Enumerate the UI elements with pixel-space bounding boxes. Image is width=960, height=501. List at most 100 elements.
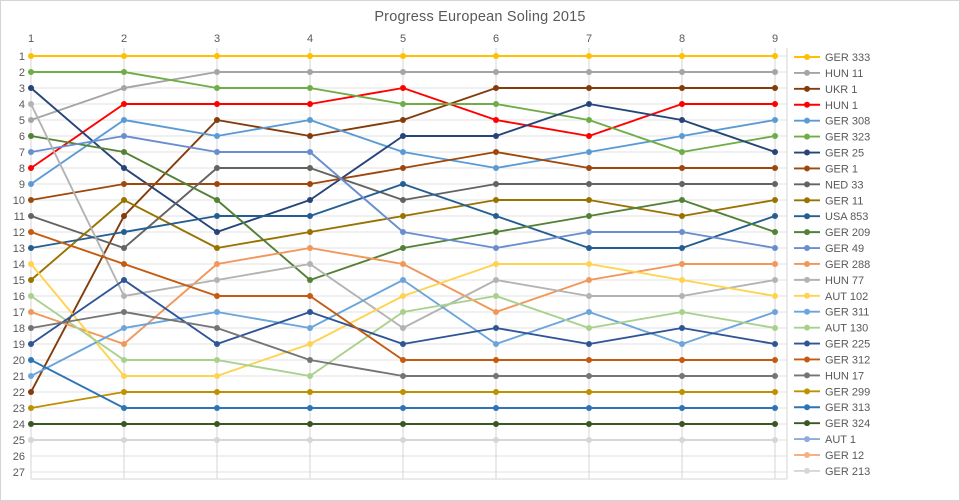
y-axis-tick-label: 11 (14, 211, 25, 223)
series-marker-ger-308 (772, 117, 778, 123)
series-marker-ger-225 (28, 341, 34, 347)
y-axis-tick-label: 15 (13, 275, 25, 287)
series-marker-ger-209 (493, 229, 499, 235)
legend-label-ger-1: GER 1 (825, 163, 858, 175)
series-marker-ger-1 (493, 149, 499, 155)
y-axis-tick-label: 26 (13, 451, 25, 463)
series-marker-aut-130 (121, 357, 127, 363)
series-marker-ned-33 (679, 181, 685, 187)
series-marker-ger-225 (493, 325, 499, 331)
legend-label-ger-12: GER 12 (825, 450, 864, 462)
legend-swatch-marker-hun-1 (804, 101, 810, 108)
legend-swatch-marker-ger-313 (804, 404, 810, 411)
y-axis-tick-label: 1 (19, 51, 25, 63)
series-marker-aut-130 (28, 293, 34, 299)
series-marker-ger-49 (586, 229, 592, 235)
series-marker-ger-209 (214, 197, 220, 203)
x-axis-tick-label: 7 (586, 33, 592, 45)
series-marker-ger-311 (307, 325, 313, 331)
series-marker-ger-313 (307, 405, 313, 411)
series-marker-hun-1 (493, 117, 499, 123)
series-marker-ger-209 (307, 277, 313, 283)
series-marker-ger-324 (400, 421, 406, 427)
series-marker-ger-324 (586, 421, 592, 427)
series-marker-hun-1 (772, 101, 778, 107)
series-marker-hun-77 (679, 293, 685, 299)
series-marker-ger-11 (586, 197, 592, 203)
series-marker-ger-49 (121, 133, 127, 139)
series-marker-ned-33 (121, 245, 127, 251)
series-marker-hun-77 (214, 277, 220, 283)
series-marker-ger-209 (679, 197, 685, 203)
series-marker-ger-312 (586, 357, 592, 363)
series-marker-ger-288 (214, 261, 220, 267)
y-axis-tick-label: 18 (13, 323, 25, 335)
legend-label-usa-853: USA 853 (825, 211, 868, 223)
series-marker-ger-11 (772, 197, 778, 203)
y-axis-tick-label: 17 (13, 307, 25, 319)
series-marker-ger-11 (307, 229, 313, 235)
series-marker-ger-311 (493, 341, 499, 347)
series-marker-ger-324 (307, 421, 313, 427)
series-marker-ger-25 (586, 101, 592, 107)
legend-swatch-marker-aut-130 (804, 324, 810, 331)
series-marker-ger-49 (400, 229, 406, 235)
series-marker-hun-1 (307, 101, 313, 107)
series-marker-ger-313 (121, 405, 127, 411)
series-marker-ger-11 (214, 245, 220, 251)
legend-label-ger-209: GER 209 (825, 227, 870, 239)
series-marker-ger-213 (586, 437, 592, 443)
y-axis-tick-label: 2 (19, 67, 25, 79)
series-marker-ger-333 (121, 53, 127, 59)
y-axis-tick-label: 7 (19, 147, 25, 159)
x-axis-tick-label: 5 (400, 33, 406, 45)
series-marker-ger-25 (307, 197, 313, 203)
legend-swatch-marker-ger-49 (804, 245, 810, 252)
series-marker-ger-313 (28, 357, 34, 363)
series-marker-ger-213 (214, 437, 220, 443)
series-marker-ger-323 (400, 101, 406, 107)
series-marker-ukr-1 (772, 85, 778, 91)
legend-swatch-marker-ger-299 (804, 388, 810, 395)
series-marker-aut-130 (772, 325, 778, 331)
legend-label-ger-308: GER 308 (825, 116, 870, 128)
y-axis-tick-label: 23 (13, 403, 25, 415)
legend-label-ger-49: GER 49 (825, 243, 864, 255)
series-marker-ger-225 (400, 341, 406, 347)
series-marker-ger-299 (493, 389, 499, 395)
series-marker-ger-1 (772, 165, 778, 171)
series-marker-ger-1 (679, 165, 685, 171)
legend-swatch-marker-ger-11 (804, 197, 810, 204)
series-marker-hun-77 (400, 325, 406, 331)
series-marker-hun-17 (121, 309, 127, 315)
series-marker-ned-33 (307, 165, 313, 171)
series-marker-aut-102 (28, 261, 34, 267)
series-marker-ger-324 (214, 421, 220, 427)
series-marker-ger-312 (214, 293, 220, 299)
legend-swatch-marker-ger-308 (804, 117, 810, 124)
series-marker-aut-130 (307, 373, 313, 379)
series-marker-ukr-1 (121, 213, 127, 219)
legend-label-aut-1: AUT 1 (825, 434, 856, 446)
series-marker-usa-853 (400, 181, 406, 187)
legend-label-ukr-1: UKR 1 (825, 84, 857, 96)
y-axis-tick-label: 25 (13, 435, 25, 447)
legend-label-aut-102: AUT 102 (825, 291, 868, 303)
series-marker-ger-213 (400, 437, 406, 443)
series-marker-ger-308 (493, 165, 499, 171)
x-axis-tick-label: 6 (493, 33, 499, 45)
y-axis-tick-label: 12 (13, 227, 25, 239)
series-marker-ger-209 (772, 229, 778, 235)
series-marker-ukr-1 (214, 117, 220, 123)
series-marker-ger-313 (214, 405, 220, 411)
series-marker-ger-333 (679, 53, 685, 59)
series-marker-ger-1 (28, 197, 34, 203)
series-marker-ger-209 (121, 149, 127, 155)
y-axis-tick-label: 10 (13, 195, 25, 207)
y-axis-tick-label: 3 (19, 83, 25, 95)
legend-label-ger-313: GER 313 (825, 402, 870, 414)
series-marker-hun-17 (679, 373, 685, 379)
series-marker-ger-299 (214, 389, 220, 395)
